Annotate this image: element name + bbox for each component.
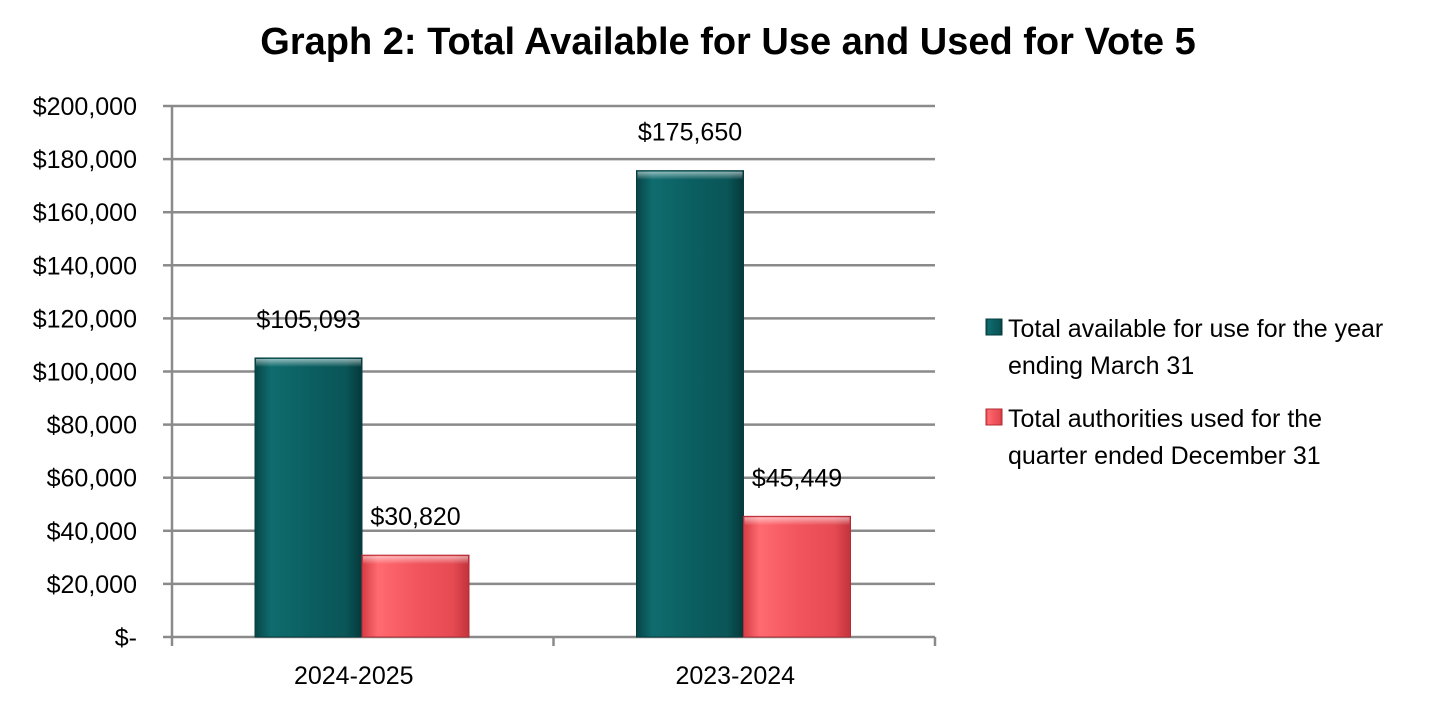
- x-axis-tick-labels: 2024-2025 2023-2024: [294, 662, 795, 690]
- y-axis-tick-label: $-: [115, 624, 137, 652]
- bar-highlight: [744, 517, 850, 526]
- y-axis-tick-label: $20,000: [47, 571, 137, 599]
- legend-label: Total available for use for the year: [1008, 315, 1383, 343]
- data-label: $175,650: [638, 119, 742, 147]
- bar-highlight: [256, 358, 361, 367]
- y-axis-tick-label: $180,000: [33, 146, 137, 174]
- x-axis-tick-label: 2024-2025: [294, 662, 414, 690]
- legend-label: ending March 31: [1008, 352, 1194, 380]
- y-axis-tick-label: $120,000: [33, 305, 137, 333]
- bar-total-available-2024-2025: [254, 357, 363, 638]
- chart-title: Graph 2: Total Available for Use and Use…: [260, 21, 1195, 63]
- y-axis-tick-label: $60,000: [47, 465, 137, 493]
- legend: Total available for use for the year endi…: [985, 315, 1383, 470]
- data-label: $45,449: [752, 464, 842, 492]
- x-axis-tick-label: 2023-2024: [675, 662, 795, 690]
- bars: [254, 170, 851, 638]
- bar-highlight: [363, 556, 468, 565]
- bar-total-available-2023-2024: [636, 170, 744, 638]
- bar-highlight: [637, 171, 743, 180]
- bar-authorities-used-2023-2024: [743, 515, 851, 638]
- y-axis-tick-label: $80,000: [47, 412, 137, 440]
- data-labels: $105,093 $30,820 $175,650 $45,449: [256, 119, 842, 532]
- legend-label: quarter ended December 31: [1008, 442, 1321, 470]
- y-axis-tick-label: $140,000: [33, 252, 137, 280]
- bar-authorities-used-2024-2025: [361, 554, 470, 638]
- data-label: $105,093: [256, 306, 360, 334]
- y-axis-tick-label: $160,000: [33, 199, 137, 227]
- y-axis-tick-labels: $- $20,000 $40,000 $60,000 $80,000 $100,000 $1…: [33, 93, 137, 652]
- legend-swatch: [985, 318, 1003, 336]
- data-label: $30,820: [370, 503, 460, 531]
- legend-swatch: [985, 408, 1003, 426]
- y-axis-tick-label: $40,000: [47, 518, 137, 546]
- legend-label: Total authorities used for the: [1008, 405, 1322, 433]
- y-axis-tick-label: $200,000: [33, 93, 137, 121]
- y-axis-tick-label: $100,000: [33, 359, 137, 387]
